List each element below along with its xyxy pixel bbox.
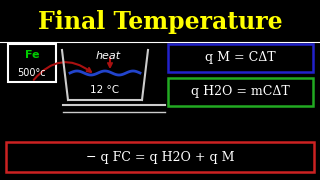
FancyArrowPatch shape — [108, 58, 112, 67]
Bar — [168, 44, 313, 72]
Text: q M = CΔT: q M = CΔT — [205, 51, 276, 64]
Text: − q FC = q H2O + q M: − q FC = q H2O + q M — [86, 150, 234, 163]
Bar — [168, 78, 313, 106]
Bar — [6, 142, 314, 172]
Text: 500°c: 500°c — [18, 68, 46, 78]
Text: Fe: Fe — [25, 50, 39, 60]
Text: 12 °C: 12 °C — [91, 85, 120, 95]
Text: Final Temperature: Final Temperature — [38, 10, 282, 34]
Text: heat: heat — [95, 51, 121, 61]
FancyArrowPatch shape — [34, 62, 91, 80]
Text: q H2O = mCΔT: q H2O = mCΔT — [191, 86, 290, 98]
Bar — [8, 44, 56, 82]
